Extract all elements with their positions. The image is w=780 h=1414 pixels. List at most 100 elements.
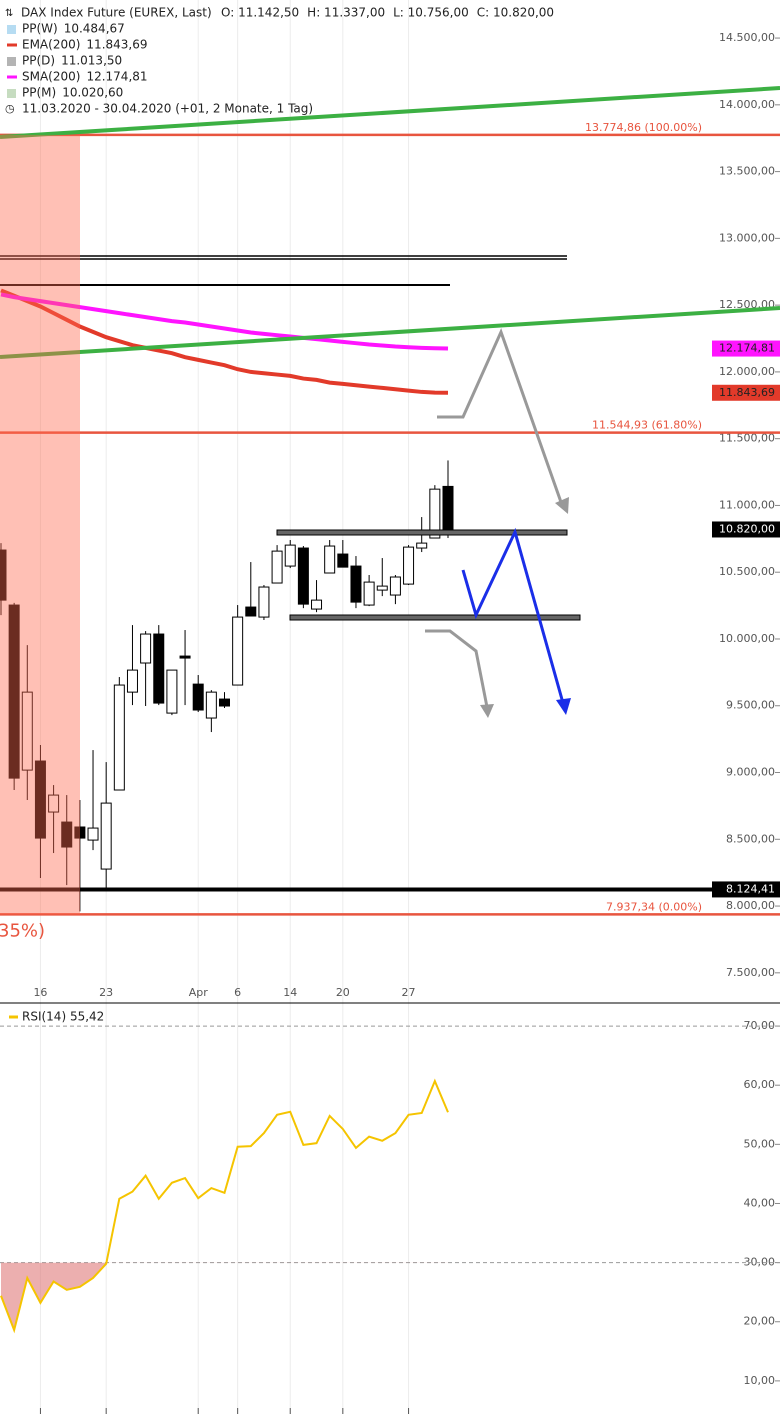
candle-body [297,547,309,605]
arrow [437,327,564,506]
candle-body [21,691,33,771]
rsi-pane: 10,0020,0030,0040,0050,0060,0070,00RSI(1… [0,1010,780,1414]
clock-icon: ◷ [5,102,15,115]
y-tick-label: 40,00 [744,1196,776,1209]
candle-body [284,544,296,567]
y-tick-label: 10.000,00 [719,632,775,645]
price-badge [712,384,780,401]
line-series [0,1078,449,1334]
zone-box [289,614,581,621]
candle-body [324,545,336,574]
candle-body [87,827,99,841]
y-tick-label: 14.000,00 [719,98,775,111]
y-tick-label: 13.000,00 [719,231,775,244]
candle-body [48,794,60,813]
legend-name: PP(W) [22,22,58,36]
y-tick-label: 7.500,00 [726,966,775,979]
candle-body [140,633,152,664]
chart-icon: ⇅ [5,8,13,19]
legend-name: EMA(200) [22,38,80,52]
y-tick-label: 12.000,00 [719,365,775,378]
y-tick-label: 9.500,00 [726,699,775,712]
y-tick-label: 60,00 [744,1078,776,1091]
x-tick-label: 20 [336,986,350,999]
y-tick-label: 50,00 [744,1137,776,1150]
overlay [0,134,80,915]
y-tick-label: 13.500,00 [719,165,775,178]
price-badge [712,340,780,357]
candle-body [61,821,73,848]
y-tick-label: 10.500,00 [719,565,775,578]
candle-body [429,488,441,539]
y-tick-label: 10,00 [744,1374,776,1387]
ohlc-readout: H: 11.337,00 [307,6,385,20]
period: 11.03.2020 - 30.04.2020 (+01, 2 Monate, … [22,102,313,116]
candle-body [0,549,7,601]
zone-box [276,529,568,536]
candle-body [166,669,178,714]
line-series [0,292,449,351]
candle-body [100,802,112,870]
legend-value: 11.013,50 [61,54,122,68]
legend-value: 10.484,67 [64,22,125,36]
arrow-head [555,497,569,514]
legend-swatch [7,75,17,79]
legend: ⇅ ◷ DAX Index Future (EUREX, Last) O: 11.… [5,6,554,116]
oversold-area [1,1262,448,1331]
chart-title: RSI(14) 55,42 [22,1010,104,1024]
ohlc-readout: C: 10.820,00 [477,6,554,20]
candle-body [153,633,165,704]
candle-body [245,606,257,617]
legend-value: 10.020,60 [62,86,123,100]
candle-body [271,550,283,584]
legend-swatch [7,43,17,47]
y-tick-label: 14.500,00 [719,31,775,44]
candle-body [205,691,217,719]
legend-value: 12.174,81 [86,70,147,84]
price-badge-label: 10.820,00 [719,522,775,535]
arrow-head [480,704,494,718]
y-tick-label: 20,00 [744,1315,776,1328]
candle-body [34,760,46,839]
legend-swatch [9,1015,18,1019]
candle-body [416,542,428,549]
fib-label: 13.774,86 (100.00%) [585,121,702,134]
y-tick-label: 8.500,00 [726,832,775,845]
trend-line [0,306,780,359]
candle-body [363,581,375,606]
candle-body [192,683,204,711]
x-tick-label: 23 [99,986,113,999]
candle-body [218,698,230,707]
price-pane: 7.500,00 8.000,00 8.500,00 9.000,00 9.500,00… [0,31,780,999]
candle-body [442,485,454,530]
candle-body [258,586,270,618]
candle-body [113,684,125,791]
legend-swatch [7,57,16,66]
candle-body [232,616,244,686]
price-badge-label: 12.174,81 [719,342,775,355]
y-tick-label: 8.000,00 [726,899,775,912]
candle-body [403,546,415,585]
arrow [461,527,565,704]
legend-value: 11.843,69 [86,38,147,52]
x-tick-label: 14 [283,986,297,999]
legend-swatch [7,25,16,34]
trend-line [0,86,780,139]
line-series [0,288,449,395]
ohlc-readout: O: 11.142,50 [221,6,299,20]
candle-body [126,669,138,693]
candle-body [389,576,401,596]
fib-label: 7.937,34 (0.00%) [606,900,702,913]
legend-swatch [7,89,16,98]
cut-label: 35%) [0,920,45,941]
candle-body [311,599,323,610]
x-tick-label: 6 [234,986,241,999]
x-tick-label: 16 [33,986,47,999]
candle-body [376,585,388,591]
arrow-head [556,698,571,715]
price-badge [712,521,780,538]
y-tick-label: 11.000,00 [719,498,775,511]
y-tick-label: 9.000,00 [726,766,775,779]
legend-name: PP(M) [22,86,56,100]
